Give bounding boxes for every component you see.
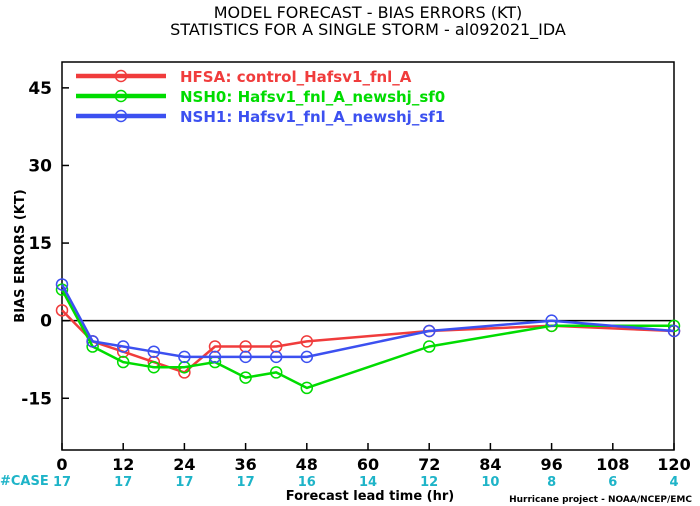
data-point	[86, 335, 99, 348]
legend-entry: HFSA: control_Hafsv1_fnl_A	[180, 68, 412, 86]
x-tick-label: 12	[112, 455, 134, 474]
legend: HFSA: control_Hafsv1_fnl_A NSH0: Hafsv1_f…	[76, 68, 445, 126]
data-point	[300, 381, 314, 395]
credit-text: Hurricane project - NOAA/NCEP/EMC	[509, 495, 692, 505]
data-point	[422, 340, 436, 353]
series-line	[61, 309, 675, 374]
x-tick-label: 108	[596, 455, 629, 474]
data-point	[116, 355, 130, 369]
data-point	[667, 319, 681, 333]
y-axis-label: BIAS ERRORS (KT)	[13, 189, 28, 322]
x-tick-label: 72	[418, 455, 440, 474]
case-count: 16	[298, 475, 316, 490]
x-tick-label: 84	[479, 455, 501, 474]
legend-entry: NSH0: Hafsv1_fnl_A_newshj_sf0	[180, 88, 445, 106]
x-tick-label: 36	[234, 455, 256, 474]
case-count: 4	[669, 475, 678, 490]
case-count: 6	[608, 475, 617, 490]
y-tick-label: 45	[28, 79, 52, 99]
y-tick-label: 15	[28, 234, 52, 254]
series-layer	[55, 278, 681, 395]
x-tick-label: 120	[657, 455, 690, 474]
y-tick-label: 30	[28, 156, 52, 176]
data-point	[300, 350, 314, 364]
case-label: #CASE	[0, 474, 49, 489]
chart-title: MODEL FORECAST - BIAS ERRORS (KT)	[214, 3, 523, 22]
data-point	[55, 278, 69, 291]
data-point	[422, 324, 436, 338]
case-count: 17	[175, 475, 193, 490]
x-axis-label: Forecast lead time (hr)	[286, 489, 454, 504]
case-count: 10	[481, 475, 499, 490]
x-tick-label: 0	[56, 455, 67, 474]
data-point	[178, 350, 191, 364]
data-point	[239, 371, 252, 384]
data-point	[269, 350, 283, 364]
data-point	[147, 345, 161, 358]
x-tick-label: 60	[357, 455, 379, 474]
case-count: 17	[53, 475, 71, 490]
legend-entry: NSH1: Hafsv1_fnl_A_newshj_sf1	[180, 108, 445, 126]
y-tick-label: -15	[21, 389, 52, 409]
x-tick-label: 96	[540, 455, 562, 474]
x-tick-label: 24	[173, 455, 195, 474]
data-point	[55, 283, 69, 296]
legend-marker	[114, 109, 128, 123]
data-point	[269, 366, 283, 379]
data-point	[239, 350, 252, 364]
legend-marker	[114, 69, 128, 83]
data-point	[545, 314, 558, 327]
x-tick-label: 48	[296, 455, 318, 474]
y-tick-label: 0	[40, 312, 52, 332]
case-count: 8	[547, 475, 556, 490]
chart-subtitle: STATISTICS FOR A SINGLE STORM - al092021…	[170, 20, 566, 40]
case-count: 17	[114, 475, 132, 490]
data-point	[147, 360, 161, 374]
legend-marker	[114, 89, 128, 103]
case-count: 14	[359, 475, 377, 490]
case-count: 12	[420, 475, 438, 490]
data-point	[300, 335, 314, 348]
data-point	[55, 304, 69, 317]
data-point	[116, 340, 130, 353]
data-point	[667, 324, 681, 338]
case-count: 17	[237, 475, 255, 490]
data-point	[208, 350, 222, 364]
